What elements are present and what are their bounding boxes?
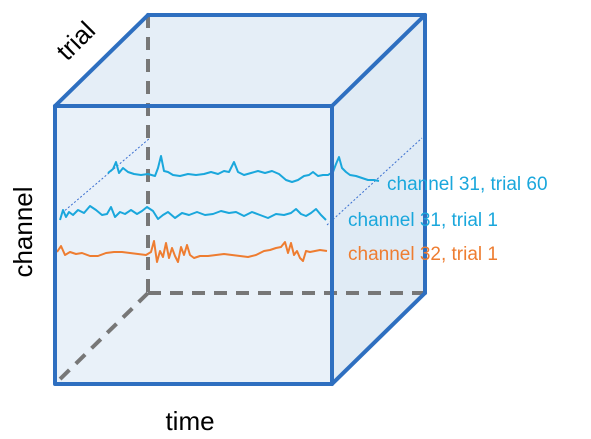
trace-channel-31-trial-1: [59, 205, 327, 221]
channel-axis-label: channel: [8, 186, 38, 277]
cube-visible-edges: [53, 13, 427, 386]
trace-channel-31-trial-60: [107, 155, 380, 183]
cube-hidden-edges: [53, 15, 425, 386]
time-axis-label: time: [165, 406, 214, 436]
label-channel-31-trial-60: channel 31, trial 60: [387, 174, 548, 195]
trial-guide-lines: [61, 137, 423, 226]
label-channel-32-trial-1: channel 32, trial 1: [348, 244, 498, 265]
trace-channel-32-trial-1: [56, 240, 328, 263]
trial-axis-label: trial: [50, 15, 101, 66]
label-channel-31-trial-1: channel 31, trial 1: [348, 210, 498, 231]
